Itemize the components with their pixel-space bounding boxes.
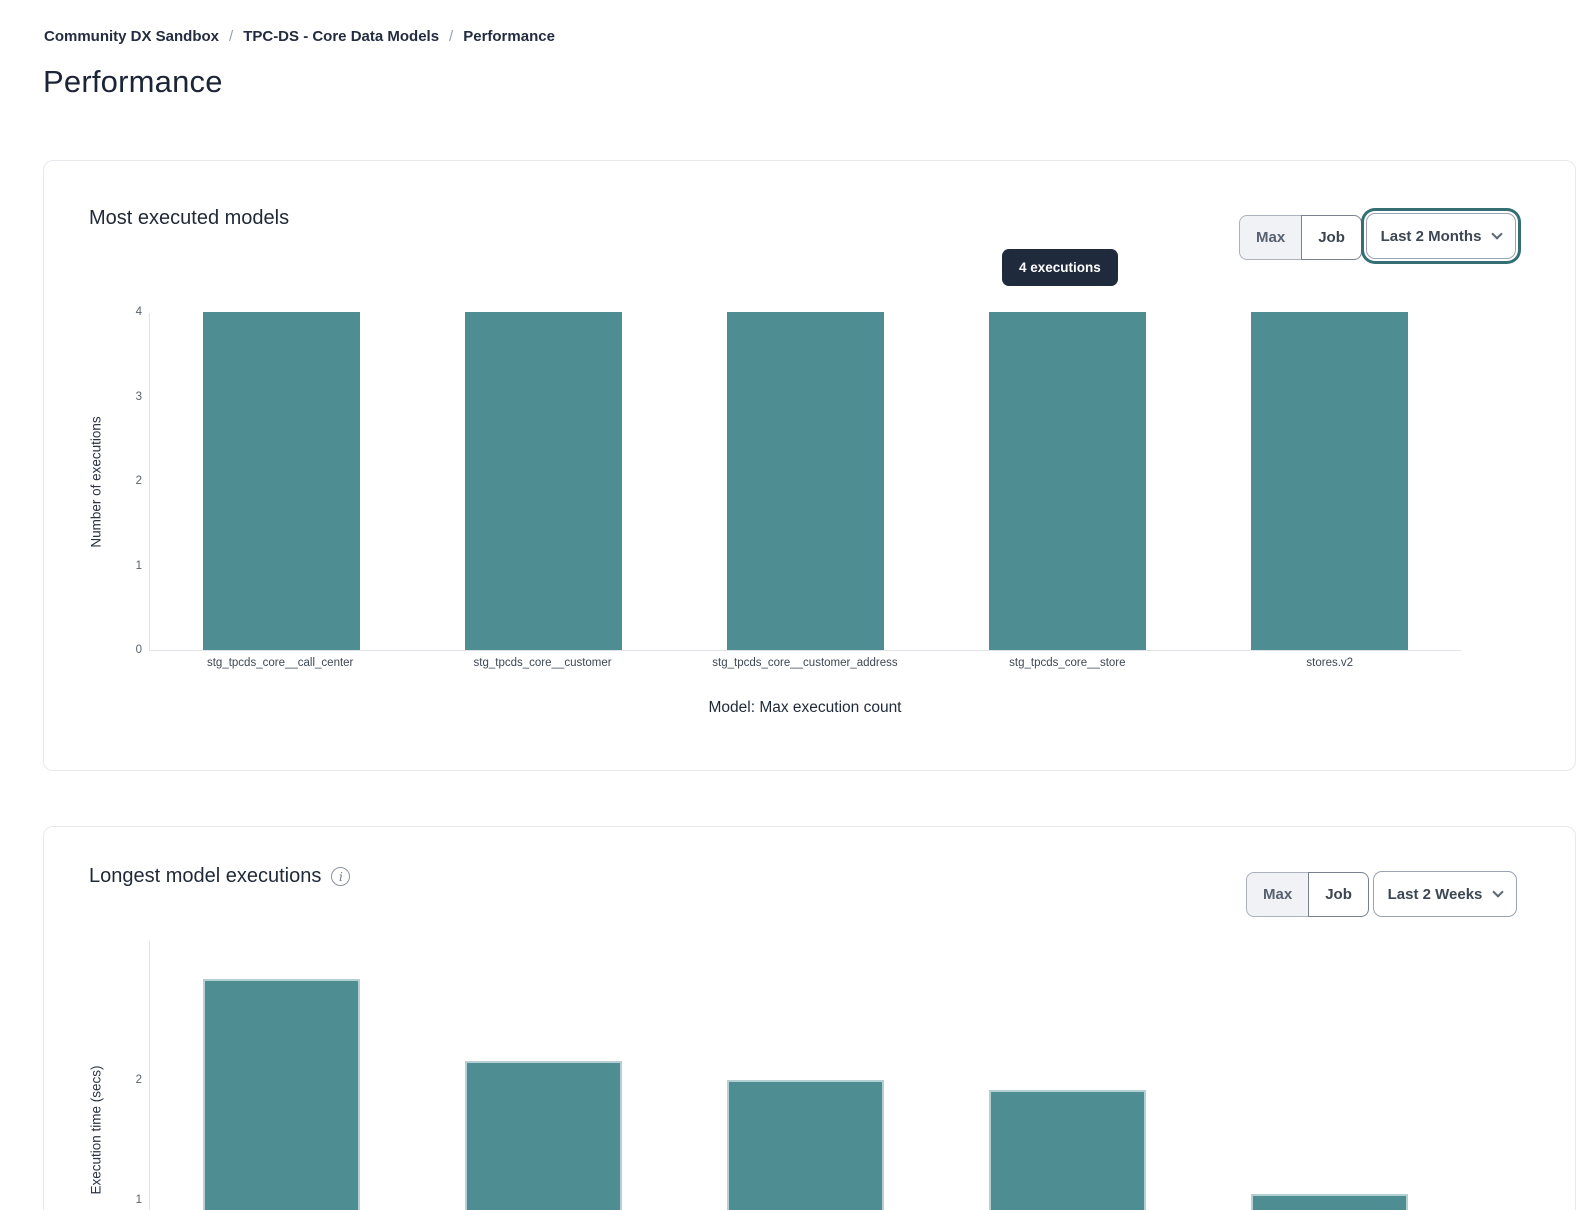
toggle-max-button[interactable]: Max [1246,872,1309,917]
page-title: Performance [43,64,223,99]
breadcrumb-project[interactable]: Community DX Sandbox [44,28,220,45]
bar-stg_tpcds_core__customer_address[interactable] [726,312,884,650]
card-title: Most executed models [89,207,290,229]
bar-series-1[interactable] [464,1061,622,1210]
x-axis-label: stg_tpcds_core__store [1009,657,1126,669]
breadcrumb: Community DX Sandbox / TPC-DS - Core Dat… [44,28,555,45]
time-range-dropdown[interactable]: Last 2 Months [1366,213,1516,259]
chart-tooltip: 4 executions [1002,249,1118,286]
max-job-toggle: Max Job [1239,215,1362,260]
time-range-value: Last 2 Weeks [1387,885,1483,903]
bar-stores.v2[interactable] [1251,312,1409,650]
bar-series-4[interactable] [1251,1194,1409,1210]
y-axis-tick: 2 [135,475,142,487]
y-axis-tick: 0 [135,644,142,656]
x-axis-label: stores.v2 [1306,657,1354,669]
breadcrumb-separator: / [229,28,234,45]
chevron-down-icon [1491,228,1504,240]
x-axis-label: stg_tpcds_core__customer [473,657,612,669]
breadcrumb-separator: / [449,28,454,45]
toggle-max-button[interactable]: Max [1239,215,1302,260]
y-axis-tick: 3 [135,390,142,403]
most-executed-models-card: Most executed models Max Job Last 2 Mont… [43,160,1576,771]
info-icon[interactable]: i [331,867,351,886]
breadcrumb-current-page: Performance [463,28,555,45]
x-axis-labels: stg_tpcds_core__call_center stg_tpcds_cor… [149,657,1461,669]
y-axis-tick: 4 [135,306,142,318]
x-axis-label: stg_tpcds_core__call_center [206,657,354,669]
y-axis-tick: 2 [135,1074,142,1086]
bar-stg_tpcds_core__store[interactable] [989,312,1147,650]
toggle-job-button[interactable]: Job [1308,872,1369,917]
bar-series-0[interactable] [202,979,360,1210]
card-title-text: Longest model executions [89,865,322,887]
time-range-value: Last 2 Months [1380,227,1482,245]
x-axis-title: Model: Max execution count [708,699,902,716]
chevron-down-icon [1492,886,1505,898]
bar-stg_tpcds_core__customer[interactable] [464,312,622,650]
bar-series-3[interactable] [989,1090,1147,1210]
toggle-job-button[interactable]: Job [1301,215,1362,260]
card-title: Longest model executions i [89,865,351,888]
y-axis-tick: 1 [135,1194,142,1206]
bar-chart-most-executed: 0 1 2 3 4 [136,306,1461,656]
y-axis-title: Execution time (secs) [88,1065,104,1195]
bar-series-2[interactable] [726,1080,884,1210]
max-job-toggle: Max Job [1246,872,1369,917]
y-axis-tick: 1 [135,559,142,572]
y-axis-title: Number of executions [88,416,104,548]
time-range-dropdown[interactable]: Last 2 Weeks [1373,871,1517,917]
x-axis-label: stg_tpcds_core__customer_address [712,657,898,669]
breadcrumb-environment[interactable]: TPC-DS - Core Data Models [243,28,440,45]
bar-stg_tpcds_core__call_center[interactable] [202,312,360,650]
longest-model-executions-card: Longest model executions i Max Job Last … [43,826,1576,1210]
